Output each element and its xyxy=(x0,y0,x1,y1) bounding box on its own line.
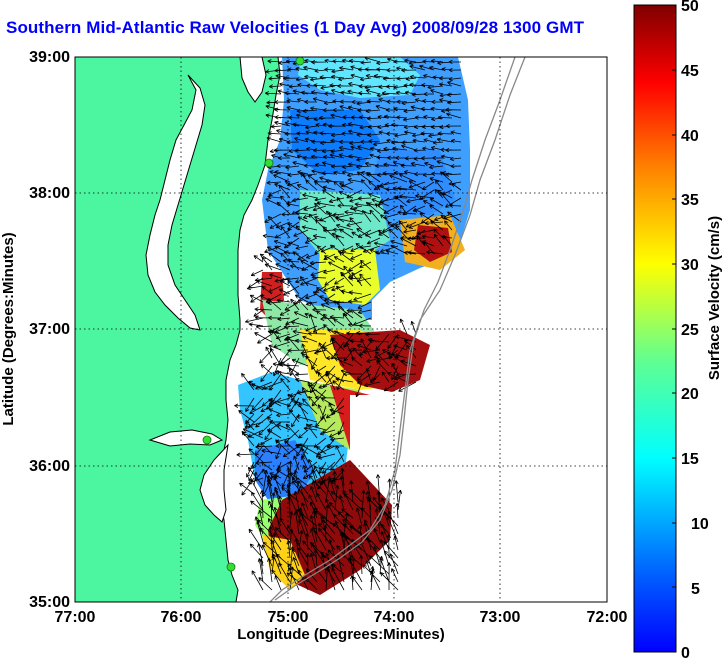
colorbar-tick-label: 15 xyxy=(681,451,699,468)
radar-station-marker xyxy=(226,562,236,572)
colorbar-tick-label: 30 xyxy=(681,257,699,274)
x-tick-label: 77:00 xyxy=(55,609,96,626)
x-tick-label: 72:00 xyxy=(587,609,628,626)
grid-lines xyxy=(75,57,607,602)
y-axis: 39:00 38:00 37:00 36:00 35:00 Latitude (… xyxy=(0,49,70,611)
y-axis-label: Latitude (Degrees:Minutes) xyxy=(0,232,17,425)
x-tick-label: 75:00 xyxy=(268,609,309,626)
y-tick-label: 39:00 xyxy=(29,49,70,66)
colorbar-gradient xyxy=(633,4,677,653)
colorbar-tick-label: 10 xyxy=(691,516,709,533)
y-tick-label: 35:00 xyxy=(29,594,70,611)
isobath-line xyxy=(269,57,526,602)
radar-stations xyxy=(202,57,305,572)
y-tick-label: 38:00 xyxy=(29,185,70,202)
colorbar-tick-label: 20 xyxy=(681,386,699,403)
velocity-field xyxy=(238,57,470,595)
radar-station-marker xyxy=(264,158,274,168)
plot-frame xyxy=(74,56,608,603)
colorbar-tick-label: 25 xyxy=(681,322,699,339)
x-axis: 77:00 76:00 75:00 74:00 73:00 72:00 Long… xyxy=(55,609,628,643)
isobath-line xyxy=(274,57,516,601)
x-tick-label: 76:00 xyxy=(161,609,202,626)
map-title: Southern Mid-Atlantic Raw Velocities (1 … xyxy=(6,18,585,37)
colorbar-tick-label: 35 xyxy=(681,192,699,209)
colorbar-label: Surface Velocity (cm/s) xyxy=(706,216,723,380)
colorbar-tick-label: 40 xyxy=(681,128,699,145)
y-tick-label: 37:00 xyxy=(29,321,70,338)
chesapeake-bay xyxy=(145,74,206,331)
velocity-vectors xyxy=(234,57,462,591)
colorbar-tick-label: 0 xyxy=(681,645,690,659)
radar-station-marker xyxy=(202,435,212,445)
colorbar-tick-label: 45 xyxy=(681,63,699,80)
radar-station-marker xyxy=(295,57,305,66)
colorbar-tick-label: 50 xyxy=(681,0,699,15)
colorbar: 50 45 40 35 30 25 20 15 10 5 0 Surface V… xyxy=(633,0,723,659)
x-tick-label: 74:00 xyxy=(374,609,415,626)
pamlico-sound xyxy=(199,443,229,523)
x-axis-label: Longitude (Degrees:Minutes) xyxy=(237,626,445,643)
velocity-arrow-paths xyxy=(234,57,462,591)
x-tick-label: 73:00 xyxy=(480,609,521,626)
colorbar-tick-label: 5 xyxy=(691,581,700,598)
delaware-bay xyxy=(239,57,267,103)
y-tick-label: 36:00 xyxy=(29,458,70,475)
